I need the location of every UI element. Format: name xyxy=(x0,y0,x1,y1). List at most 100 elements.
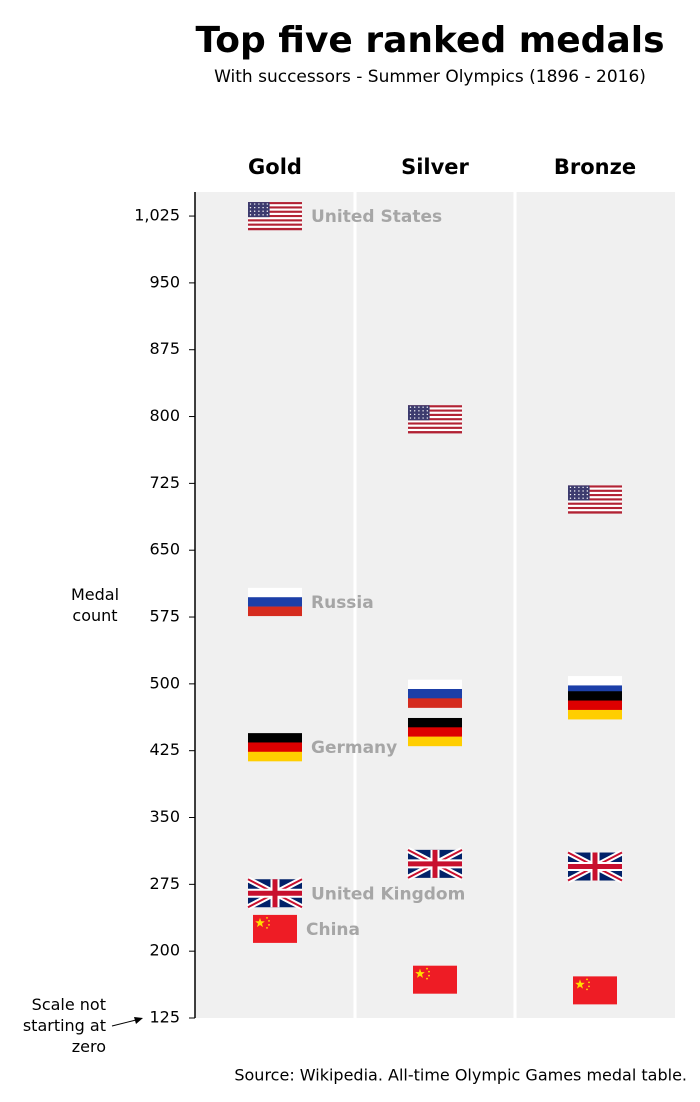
y-tick-label: 575 xyxy=(149,607,180,626)
y-axis-label: Medal count xyxy=(70,585,120,625)
flag-star xyxy=(266,926,268,929)
flag-stripe xyxy=(248,227,302,231)
flag-stripe xyxy=(408,407,462,410)
flag-canton xyxy=(568,485,590,501)
flag-stripe xyxy=(408,411,462,415)
flag-star xyxy=(254,214,256,216)
flag-star xyxy=(422,406,424,408)
flag-marker xyxy=(568,691,622,720)
y-tick-label: 725 xyxy=(149,473,180,492)
flag-stripe xyxy=(568,498,622,501)
flag-stripe xyxy=(408,431,462,434)
y-tick-label: 125 xyxy=(149,1008,180,1027)
flag-star xyxy=(574,497,576,499)
flag-star xyxy=(268,923,270,926)
flag-star xyxy=(414,413,416,416)
flag-band xyxy=(408,698,462,708)
flag-star xyxy=(588,981,590,984)
flag-stripe xyxy=(248,219,302,222)
flag-stripe xyxy=(568,511,622,514)
flag-stripe xyxy=(568,489,622,493)
flag-stripe xyxy=(408,424,462,427)
flag-star xyxy=(574,490,576,492)
flag-star xyxy=(409,410,412,412)
flag-star xyxy=(249,214,252,216)
flag-band xyxy=(568,691,622,701)
flag-stripe xyxy=(568,502,622,505)
flag-stripe xyxy=(248,208,302,211)
y-tick-label: 200 xyxy=(149,941,180,960)
flag-marker xyxy=(408,405,462,434)
country-label: United States xyxy=(311,207,442,227)
flag-star xyxy=(578,497,580,499)
flag-band xyxy=(568,700,622,711)
flag-cross xyxy=(248,879,302,908)
flag-stripe xyxy=(568,485,622,488)
flag-stripe xyxy=(408,422,462,425)
flag-star xyxy=(588,985,590,988)
flag-star xyxy=(415,968,425,978)
y-tick-label: 425 xyxy=(149,740,180,759)
annotation: Scale not starting at zero xyxy=(22,995,106,1056)
flag-star xyxy=(258,214,260,216)
column-header: Gold xyxy=(248,155,302,179)
flag-band xyxy=(248,733,302,743)
flag-marker xyxy=(566,849,624,884)
flag-star xyxy=(409,413,412,416)
flag-star xyxy=(422,413,424,416)
y-tick-label: 800 xyxy=(149,406,180,425)
flag-marker xyxy=(248,587,302,617)
flag-band xyxy=(408,736,462,747)
flag-star xyxy=(266,210,268,212)
flag-marker xyxy=(248,733,302,762)
flag-band xyxy=(248,606,302,617)
flag-band xyxy=(568,685,622,695)
flag-stripe xyxy=(248,223,302,226)
flag-star xyxy=(426,406,428,408)
flag-stripe xyxy=(248,204,302,207)
flag-star xyxy=(262,206,264,209)
flag-star xyxy=(586,988,588,991)
flag-star xyxy=(569,486,572,489)
flag-stripe xyxy=(248,221,302,224)
flag-star xyxy=(569,493,572,496)
flag-star xyxy=(255,917,265,928)
column-header: Silver xyxy=(401,155,469,179)
flag-star xyxy=(574,486,576,489)
flag-star xyxy=(582,486,584,489)
flag-marker xyxy=(573,976,617,1005)
y-tick-label: 1,025 xyxy=(134,206,180,225)
y-tick-label: 650 xyxy=(149,540,180,559)
flag-star xyxy=(574,493,576,496)
flag-stripe xyxy=(408,405,462,408)
flag-stripe xyxy=(248,210,302,214)
annotation-arrowhead xyxy=(134,1017,143,1024)
country-label: Russia xyxy=(311,593,374,613)
flag-star xyxy=(266,214,268,216)
flag-star xyxy=(418,413,420,416)
flag-star xyxy=(586,978,588,981)
country-label: Germany xyxy=(311,738,397,758)
flag-marker xyxy=(406,847,464,881)
flag-marker xyxy=(253,914,297,943)
flag-stripe xyxy=(568,487,622,490)
flag-marker xyxy=(248,202,302,231)
flag-band xyxy=(568,676,622,686)
flag-stripe xyxy=(568,500,622,503)
flag-star xyxy=(426,413,428,416)
flag-star xyxy=(268,919,270,922)
flag-marker xyxy=(408,717,462,747)
flag-star xyxy=(586,493,588,496)
y-tick-label: 350 xyxy=(149,807,180,826)
chart-subtitle: With successors - Summer Olympics (1896 … xyxy=(214,67,646,87)
flag-stripe xyxy=(248,214,302,218)
flag-star xyxy=(262,214,264,216)
flag-star xyxy=(258,210,260,212)
y-tick-label: 875 xyxy=(149,339,180,358)
flag-band xyxy=(408,679,462,690)
flag-star xyxy=(586,490,588,492)
y-tick-label: 950 xyxy=(149,272,180,291)
flag-star xyxy=(578,490,580,492)
flag-star xyxy=(578,493,580,496)
